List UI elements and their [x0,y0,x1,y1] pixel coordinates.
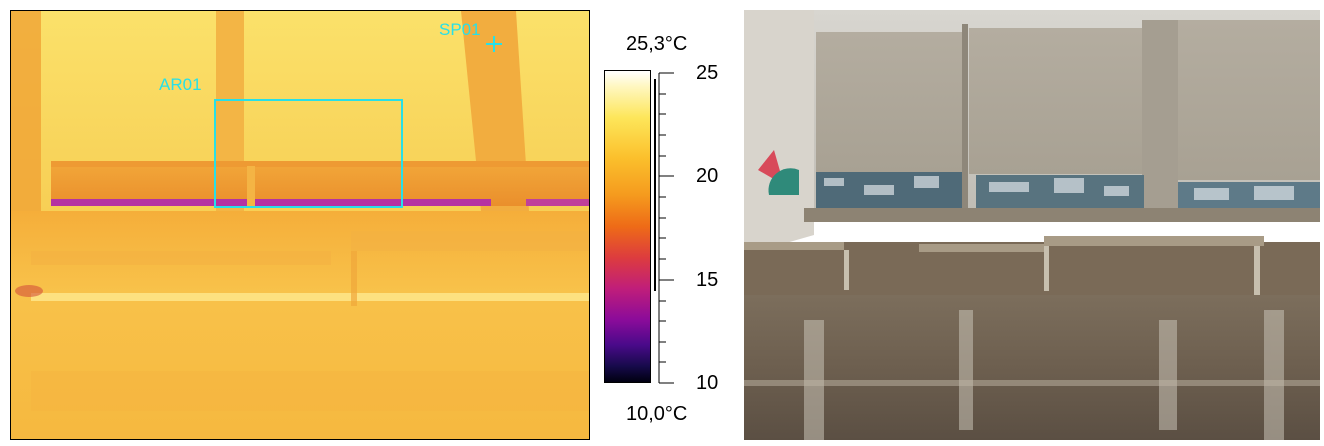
area-roi-rectangle[interactable] [214,99,403,208]
tick-label-20: 20 [696,165,719,187]
thermal-image: AR01 SP01 [10,10,590,440]
temperature-scale: 25,3°C 25 20 15 10 10,0°C [590,10,742,440]
tick-label-10: 10 [696,372,719,394]
tick-label-25: 25 [696,62,719,84]
scale-ticks [654,72,674,384]
scale-max-label: 25,3°C [626,33,688,55]
thermal-scene [11,11,589,439]
visible-photo [744,10,1320,440]
classroom-scene [744,10,1320,440]
scale-min-label: 10,0°C [626,403,688,425]
spot-label: SP01 [439,20,481,39]
tick-label-15: 15 [696,269,719,291]
spot-crosshair-icon[interactable] [486,36,502,52]
area-roi-label: AR01 [159,75,202,94]
color-scale-bar [604,70,651,383]
